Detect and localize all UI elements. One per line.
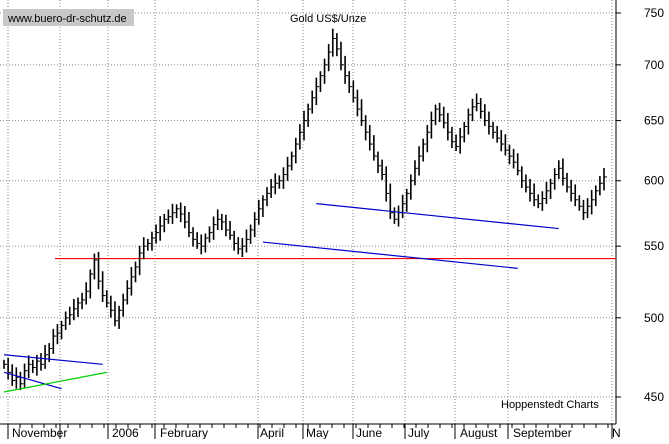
y-tick-label: 500	[644, 311, 664, 325]
chart-title: Gold US$/Unze	[290, 13, 366, 25]
x-tick-label: May	[306, 426, 329, 439]
x-tick-label: February	[160, 426, 208, 439]
x-tick-label: N	[612, 426, 621, 439]
x-tick-label: September	[513, 426, 572, 439]
y-tick-label: 700	[644, 58, 664, 72]
y-tick-label: 450	[644, 390, 664, 404]
y-tick-label: 650	[644, 114, 664, 128]
x-tick-label: June	[356, 426, 382, 439]
chart-credit: Hoppenstedt Charts	[501, 399, 599, 411]
plot-area	[0, 0, 616, 424]
watermark-text: www.buero-dr-schutz.de	[7, 13, 127, 25]
trendline	[316, 203, 559, 230]
trendline	[3, 354, 103, 365]
x-tick-label: August	[460, 426, 498, 439]
trendline	[262, 241, 518, 269]
x-tick-label: April	[260, 426, 284, 439]
watermark-box	[3, 9, 134, 26]
y-tick-label: 750	[644, 6, 664, 20]
x-tick-label: 2006	[112, 426, 139, 439]
y-tick-label: 550	[644, 239, 664, 253]
trendline	[3, 371, 62, 390]
trendline	[3, 371, 107, 393]
x-tick-label: July	[408, 426, 429, 439]
y-tick-label: 600	[644, 174, 664, 188]
x-tick-label: November	[12, 426, 67, 439]
